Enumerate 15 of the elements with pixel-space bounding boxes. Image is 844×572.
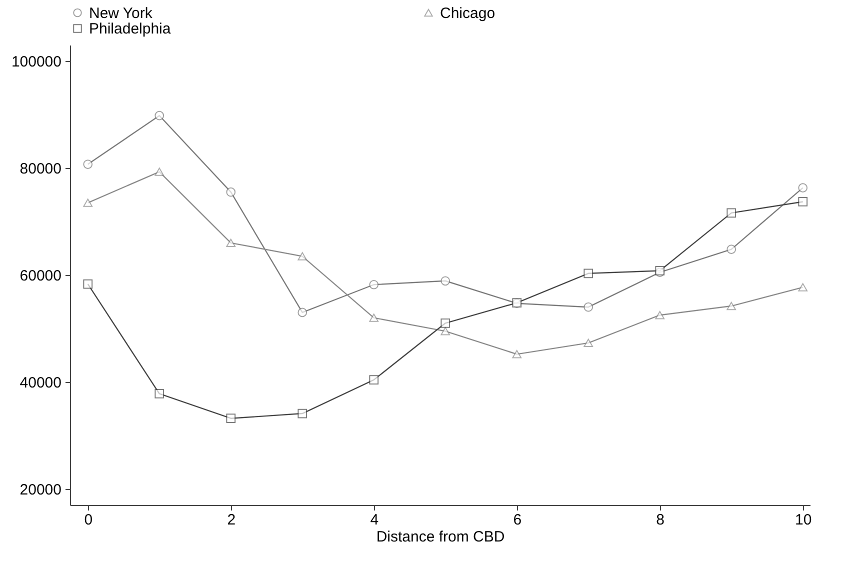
y-tick-label: 80000 — [20, 160, 62, 178]
y-tick-label: 40000 — [20, 374, 62, 392]
x-tick-label: 8 — [656, 512, 665, 528]
legend-label: New York — [89, 4, 153, 22]
x-axis-title: Distance from CBD — [376, 528, 505, 546]
x-tick-label: 0 — [84, 512, 93, 528]
y-tick-label: 60000 — [20, 268, 62, 284]
x-tick-label: 2 — [227, 512, 236, 528]
legend-label: Philadelphia — [89, 20, 172, 38]
x-tick-label: 4 — [370, 512, 379, 528]
y-tick-label: 100000 — [11, 54, 62, 71]
y-tick-label: 20000 — [20, 481, 62, 498]
legend-label: Chicago — [440, 4, 496, 22]
x-tick-label: 6 — [513, 512, 522, 528]
x-tick-label: 10 — [795, 512, 812, 528]
